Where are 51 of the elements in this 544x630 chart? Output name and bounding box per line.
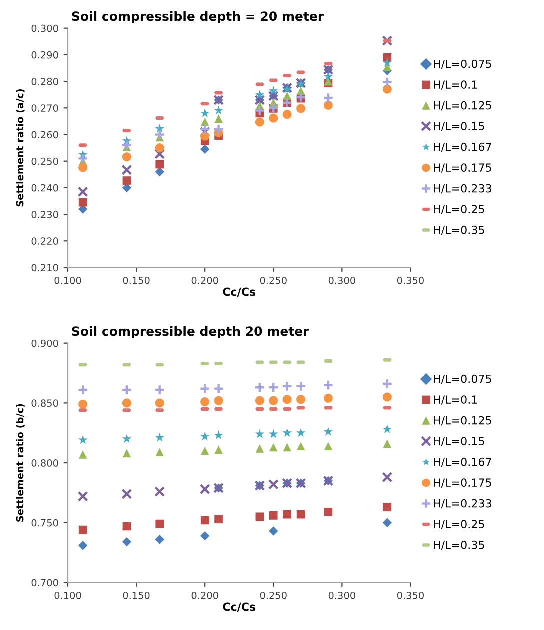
legend-label: H/L=0.233 — [434, 184, 492, 194]
legend-label: H/L=0.075 — [434, 374, 492, 384]
chart-title: Soil compressible depth = 20 meter — [72, 11, 324, 24]
y-axis-title: Settlement ratio (b/c) — [16, 404, 25, 522]
chart-title: Soil compressible depth 20 meter — [72, 326, 310, 339]
y-axis-title: Settlement ratio (a/c) — [16, 90, 25, 207]
y-tick-label: 0.900 — [32, 340, 58, 348]
legend-label: H/L=0.1 — [434, 80, 478, 90]
legend-label: H/L=0.075 — [434, 60, 492, 70]
y-tick-label: 0.260 — [32, 131, 58, 139]
y-tick-label: 0.700 — [32, 579, 58, 587]
legend-label: H/L=0.25 — [434, 205, 484, 214]
y-tick-label: 0.270 — [32, 104, 58, 112]
x-tick-label: 0.300 — [328, 592, 356, 600]
y-tick-label: 0.210 — [32, 264, 58, 272]
x-tick-label: 0.250 — [260, 592, 287, 600]
x-tick-label: 0.100 — [54, 592, 82, 600]
legend-label: H/L=0.15 — [434, 122, 484, 132]
legend-label: H/L=0.25 — [434, 520, 484, 530]
x-tick-label: 0.200 — [192, 276, 218, 284]
y-tick-label: 0.220 — [32, 238, 58, 245]
x-tick-label: 0.200 — [192, 592, 218, 600]
y-tick-label: 0.280 — [32, 78, 58, 86]
y-tick-label: 0.750 — [32, 519, 58, 527]
legend-label: H/L=0.167 — [434, 458, 492, 468]
x-axis-title: Cc/Cs — [223, 288, 256, 298]
legend-label: H/L=0.175 — [434, 478, 492, 488]
x-tick-label: 0.150 — [123, 276, 150, 284]
x-tick-label: 0.350 — [397, 276, 424, 284]
y-tick-label: 0.300 — [32, 24, 58, 32]
y-tick-label: 0.240 — [32, 184, 58, 192]
y-tick-label: 0.290 — [32, 51, 58, 59]
y-tick-label: 0.850 — [32, 400, 58, 408]
legend-label: H/L=0.175 — [434, 164, 492, 173]
legend-label: H/L=0.233 — [434, 499, 492, 509]
legend-label: H/L=0.125 — [434, 416, 492, 426]
x-tick-label: 0.350 — [397, 592, 424, 600]
x-tick-label: 0.100 — [54, 276, 82, 284]
legend-label: H/L=0.125 — [434, 101, 492, 111]
legend-label: H/L=0.167 — [434, 142, 492, 152]
legend-label: H/L=0.15 — [434, 437, 484, 446]
x-tick-label: 0.300 — [328, 276, 356, 284]
x-tick-label: 0.150 — [123, 592, 150, 600]
legend-label: H/L=0.35 — [434, 540, 484, 550]
y-tick-label: 0.250 — [32, 158, 58, 166]
y-tick-label: 0.230 — [32, 211, 58, 218]
x-tick-label: 0.250 — [260, 276, 287, 284]
x-axis-title: Cc/Cs — [223, 602, 256, 612]
legend-label: H/L=0.35 — [434, 226, 484, 236]
y-tick-label: 0.800 — [32, 460, 58, 467]
legend-label: H/L=0.1 — [434, 396, 478, 405]
